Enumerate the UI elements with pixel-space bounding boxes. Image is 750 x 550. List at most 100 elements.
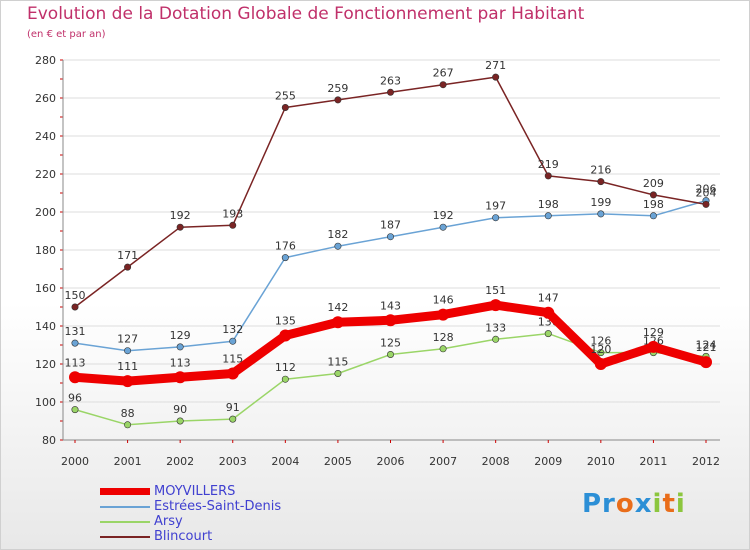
data-point (69, 371, 81, 384)
data-label: 209 (643, 177, 664, 190)
data-label: 198 (643, 198, 664, 211)
data-point (176, 343, 184, 351)
data-point (334, 242, 342, 250)
data-point (226, 367, 239, 380)
x-tick-label: 2003 (219, 455, 247, 468)
y-tick-label: 100 (35, 396, 56, 409)
data-label: 171 (117, 249, 138, 262)
legend-label: Estrées-Saint-Denis (154, 499, 282, 514)
data-label: 192 (170, 209, 191, 222)
data-point (702, 200, 710, 208)
data-point (542, 306, 555, 319)
data-label: 132 (222, 323, 243, 336)
data-label: 259 (327, 82, 348, 95)
data-point (281, 104, 289, 112)
data-point (439, 81, 447, 89)
data-point (386, 350, 394, 358)
data-point (386, 88, 394, 96)
data-label: 113 (65, 356, 86, 369)
series-line (74, 76, 707, 308)
data-point (281, 254, 289, 262)
data-label: 124 (696, 338, 717, 351)
data-label: 129 (643, 326, 664, 339)
legend-swatch (100, 506, 150, 508)
data-point (334, 369, 342, 377)
legend-label: MOYVILLERS (154, 484, 236, 499)
x-tick-label: 2012 (692, 455, 720, 468)
data-label: 127 (117, 333, 138, 346)
data-point (121, 375, 134, 388)
x-tick-label: 2008 (482, 455, 510, 468)
x-tick-label: 2002 (166, 455, 194, 468)
x-tick-label: 2001 (114, 455, 142, 468)
data-label: 113 (170, 356, 191, 369)
data-point (124, 421, 132, 429)
data-label: 150 (65, 289, 86, 302)
data-label: 263 (380, 74, 401, 87)
legend-swatch (100, 521, 150, 523)
data-point (331, 316, 344, 329)
y-tick-label: 260 (35, 92, 56, 105)
chart-subtitle: (en € et par an) (27, 29, 106, 40)
data-point (124, 263, 132, 271)
data-label: 142 (327, 301, 348, 314)
data-label: 143 (380, 299, 401, 312)
data-point (334, 96, 342, 104)
data-point (176, 417, 184, 425)
data-label: 131 (65, 325, 86, 338)
y-tick-label: 280 (35, 54, 56, 67)
data-label: 182 (327, 228, 348, 241)
data-point (176, 223, 184, 231)
data-label: 216 (590, 164, 611, 177)
data-label: 133 (485, 321, 506, 334)
data-point (384, 314, 397, 327)
data-point (544, 212, 552, 220)
legend-label: Arsy (154, 514, 183, 529)
data-point (279, 329, 292, 342)
data-point (597, 178, 605, 186)
y-tick-label: 220 (35, 168, 56, 181)
data-point (71, 339, 79, 347)
data-label: 90 (173, 403, 187, 416)
data-point (649, 191, 657, 199)
x-tick-label: 2010 (587, 455, 615, 468)
y-tick-label: 200 (35, 206, 56, 219)
legend-label: Blincourt (154, 529, 213, 544)
data-label: 199 (590, 196, 611, 209)
y-tick-label: 120 (35, 358, 56, 371)
data-point (174, 371, 187, 384)
y-tick-label: 140 (35, 320, 56, 333)
data-point (71, 303, 79, 311)
data-label: 125 (380, 337, 401, 350)
data-point (597, 210, 605, 218)
x-tick-label: 2000 (61, 455, 89, 468)
chart-title: Evolution de la Dotation Globale de Fonc… (27, 4, 585, 24)
legend-swatch (100, 536, 150, 538)
data-label: 204 (696, 186, 717, 199)
x-tick-label: 2004 (271, 455, 299, 468)
data-label: 115 (327, 356, 348, 369)
x-tick-label: 2009 (534, 455, 562, 468)
x-tick-label: 2007 (429, 455, 457, 468)
data-label: 192 (433, 209, 454, 222)
proxiti-logo: Proxiti (582, 489, 686, 519)
data-point (594, 358, 607, 370)
data-label: 88 (121, 407, 135, 420)
data-label: 219 (538, 158, 559, 171)
data-point (439, 223, 447, 231)
data-point (281, 375, 289, 383)
data-point (489, 299, 502, 312)
x-tick-label: 2006 (377, 455, 405, 468)
data-point (544, 330, 552, 338)
y-tick-label: 180 (35, 244, 56, 257)
data-label: 146 (433, 294, 454, 307)
data-point (544, 172, 552, 180)
x-tick-label: 2005 (324, 455, 352, 468)
data-label: 151 (485, 284, 506, 297)
y-tick-label: 80 (42, 434, 56, 447)
y-tick-label: 240 (35, 130, 56, 143)
data-label: 121 (696, 341, 717, 354)
data-point (386, 233, 394, 241)
data-point (492, 335, 500, 343)
